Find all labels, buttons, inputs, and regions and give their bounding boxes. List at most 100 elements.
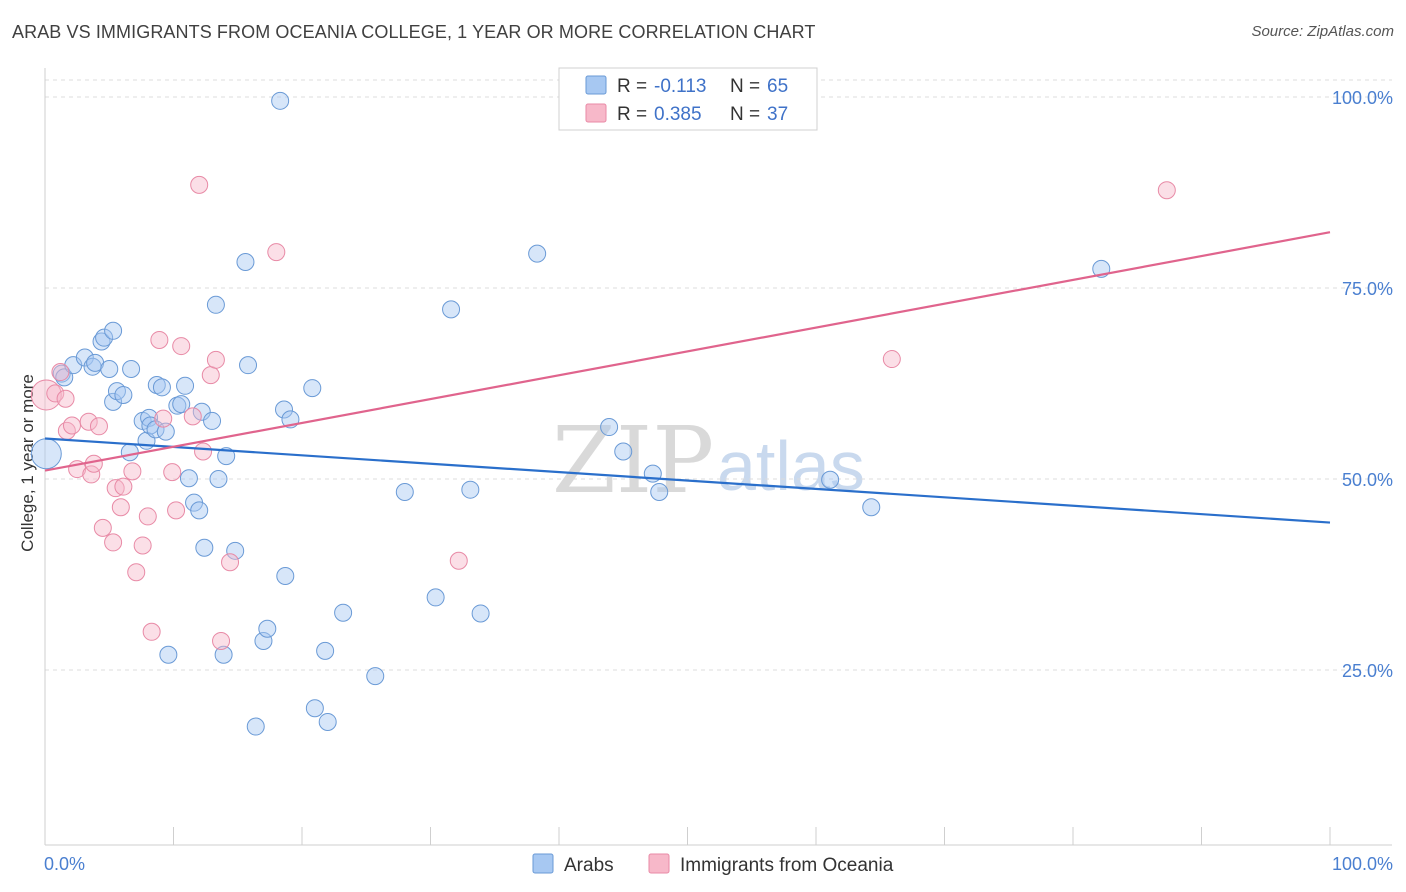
source-note: Source: ZipAtlas.com — [1251, 23, 1394, 40]
data-point-oceania — [183, 407, 202, 426]
data-point-arabs — [30, 438, 62, 470]
data-point-oceania — [206, 350, 225, 369]
data-point-oceania — [221, 553, 240, 572]
data-point-oceania — [142, 622, 161, 641]
data-point-arabs — [239, 356, 258, 375]
data-point-oceania — [150, 330, 169, 349]
watermark-atlas: atlas — [717, 427, 865, 505]
data-point-arabs — [95, 328, 114, 347]
data-point-oceania — [56, 389, 75, 408]
x-tick-label: 100.0% — [1332, 854, 1393, 874]
y-tick-labels: 25.0% 50.0% 75.0% 100.0% — [1332, 88, 1393, 681]
legend-swatch-arabs — [585, 75, 607, 95]
data-point-oceania — [212, 631, 231, 650]
legend-swatch-arabs — [532, 853, 554, 874]
y-tick-label: 75.0% — [1342, 279, 1393, 299]
data-point-arabs — [258, 619, 277, 638]
stats-legend: R = -0.113 N = 65 R = 0.385 N = 37 — [558, 67, 818, 131]
data-point-arabs — [862, 498, 881, 517]
legend-n-value: 65 — [767, 76, 788, 97]
data-point-arabs — [159, 645, 178, 664]
series-legend: Arabs Immigrants from Oceania — [532, 853, 894, 876]
trend-line-oceania — [44, 231, 1331, 472]
data-point-arabs — [275, 400, 294, 419]
data-point-oceania — [89, 417, 108, 436]
chart-title: ARAB VS IMMIGRANTS FROM OCEANIA COLLEGE,… — [12, 22, 816, 42]
data-point-arabs — [122, 359, 141, 378]
data-point-arabs — [104, 392, 123, 411]
data-point-arabs — [217, 447, 236, 466]
data-point-oceania — [167, 501, 186, 520]
x-tick-label: 0.0% — [44, 854, 85, 874]
data-point-arabs — [104, 321, 123, 340]
legend-n-label: N = — [730, 104, 760, 125]
data-points — [30, 91, 1176, 736]
legend-label-arabs: Arabs — [564, 855, 614, 876]
legend-r-value: 0.385 — [654, 104, 702, 125]
data-point-oceania — [93, 518, 112, 537]
data-point-oceania — [172, 337, 191, 356]
data-point-arabs — [152, 378, 171, 397]
data-point-oceania — [194, 442, 213, 461]
data-point-arabs — [614, 442, 633, 461]
legend-label-oceania: Immigrants from Oceania — [680, 855, 894, 876]
data-point-arabs — [426, 588, 445, 607]
data-point-arabs — [75, 348, 94, 367]
data-point-arabs — [226, 541, 245, 560]
data-point-arabs — [246, 717, 265, 736]
data-point-arabs — [172, 395, 191, 414]
y-tick-label: 25.0% — [1342, 661, 1393, 681]
data-point-oceania — [82, 465, 101, 484]
data-point-arabs — [203, 411, 222, 430]
data-point-oceania — [882, 350, 901, 369]
data-point-oceania — [1157, 181, 1176, 200]
legend-swatch-oceania — [585, 103, 607, 123]
data-point-arabs — [140, 408, 159, 427]
data-point-arabs — [600, 418, 619, 437]
data-point-arabs — [461, 480, 480, 499]
data-point-arabs — [214, 645, 233, 664]
data-point-oceania — [62, 416, 81, 435]
data-point-arabs — [206, 295, 225, 314]
data-point-oceania — [51, 363, 70, 382]
data-point-oceania — [30, 379, 62, 411]
data-point-oceania — [190, 175, 209, 194]
data-point-oceania — [163, 463, 182, 482]
data-point-arabs — [395, 482, 414, 501]
data-point-arabs — [100, 359, 119, 378]
data-point-arabs — [318, 712, 337, 731]
data-point-arabs — [195, 538, 214, 557]
watermark-zip: ZIP — [552, 407, 714, 514]
data-point-arabs — [179, 469, 198, 488]
data-point-arabs — [271, 91, 290, 110]
data-point-arabs — [442, 300, 461, 319]
data-point-arabs — [190, 501, 209, 520]
data-point-oceania — [123, 462, 142, 481]
data-point-arabs — [254, 631, 273, 650]
data-point-oceania — [46, 384, 65, 403]
legend-swatch-oceania — [648, 853, 670, 874]
y-tick-label: 50.0% — [1342, 470, 1393, 490]
legend-n-label: N = — [730, 76, 760, 97]
data-point-oceania — [154, 409, 173, 428]
data-point-oceania — [127, 563, 146, 582]
data-point-oceania — [138, 507, 157, 526]
data-point-oceania — [104, 533, 123, 552]
data-point-oceania — [449, 551, 468, 570]
data-point-arabs — [334, 603, 353, 622]
axes — [44, 68, 1392, 846]
legend-r-label: R = — [617, 76, 647, 97]
data-point-arabs — [366, 667, 385, 686]
data-point-oceania — [106, 479, 125, 498]
data-point-oceania — [114, 477, 133, 496]
grid-lines — [45, 79, 1392, 671]
data-point-arabs — [316, 641, 335, 660]
data-point-oceania — [267, 243, 286, 262]
data-point-arabs — [192, 402, 211, 421]
data-point-arabs — [471, 604, 490, 623]
data-point-arabs — [650, 482, 669, 501]
legend-r-label: R = — [617, 104, 647, 125]
data-point-arabs — [528, 244, 547, 263]
data-point-oceania — [133, 536, 152, 555]
